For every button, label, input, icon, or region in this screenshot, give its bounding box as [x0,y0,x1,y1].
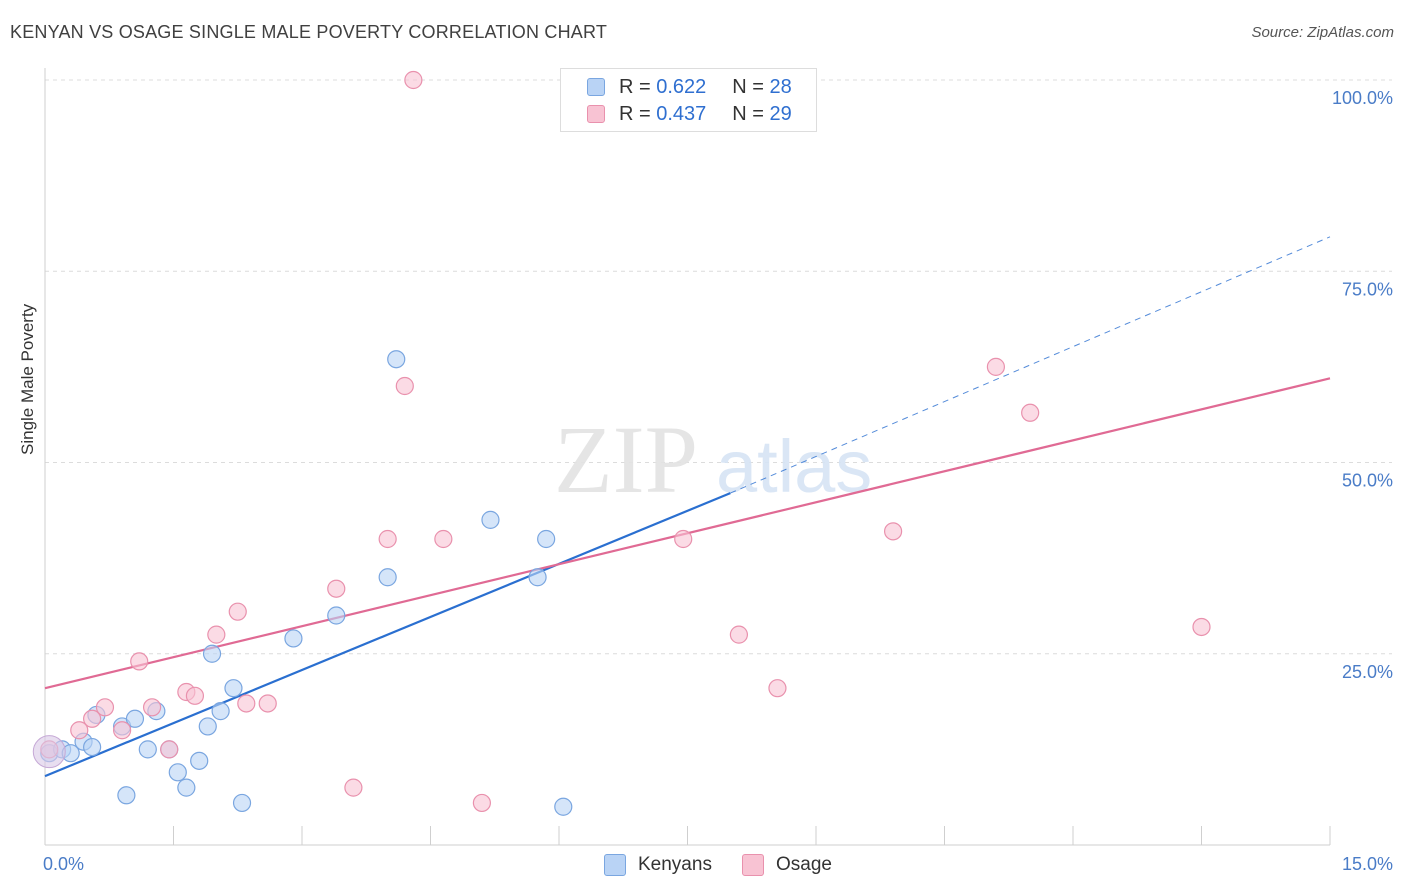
osage-point [207,625,226,644]
osage-r-value: 0.437 [656,102,707,125]
legend-kenyans-swatch [604,854,626,876]
osage-point [258,694,277,713]
kenyans-point [117,786,136,805]
x-tick-label-min: 0.0% [43,854,84,874]
kenyans-point [125,709,145,728]
kenyans-swatch [587,78,605,96]
osage-n-value: 29 [769,102,792,125]
osage-point [404,70,423,90]
osage-point [185,686,205,705]
y-tick-label: 50.0% [1342,471,1393,491]
legend-row-osage: R = 0.437 N = 29 [587,101,792,127]
osage-point [883,522,903,541]
osage-point [130,652,149,671]
gridlines [45,79,1392,655]
osage-swatch [587,105,605,123]
x-tick-label-max: 15.0% [1342,854,1393,874]
overlap-cluster-point [32,735,66,769]
legend-item-osage[interactable]: Osage [742,852,832,878]
kenyans-point [232,793,252,813]
data-points [32,70,1211,816]
y-tick-label: 75.0% [1342,279,1393,299]
kenyans-trend-extension [730,236,1331,494]
kenyans-r-value: 0.622 [656,75,707,98]
osage-point [729,625,749,644]
kenyans-point [177,778,196,797]
osage-point [768,679,787,698]
osage-r-label: R = [619,102,657,125]
kenyans-point [202,644,222,663]
kenyans-point [190,751,209,770]
kenyans-point [224,679,243,698]
osage-point [395,376,414,396]
y-tick-label: 25.0% [1342,662,1393,682]
osage-point [142,698,162,717]
kenyans-point [138,740,157,759]
osage-point [237,694,256,713]
kenyans-n-value: 28 [769,75,792,98]
legend-osage-swatch [742,854,764,876]
kenyans-point [481,510,500,529]
osage-point [160,740,179,759]
kenyans-n-label: N = [732,75,770,98]
osage-point [986,357,1006,376]
kenyans-point [83,737,102,757]
osage-point [378,529,397,549]
kenyans-point [211,702,230,721]
kenyans-point [198,717,217,736]
kenyans-point [537,529,556,549]
kenyans-point [327,606,346,625]
osage-point [1192,617,1211,637]
osage-point [472,793,491,813]
kenyans-r-label: R = [619,75,657,98]
watermark-zip: ZIP [554,406,698,513]
osage-point [327,579,346,598]
kenyans-point [284,629,303,648]
kenyans-trend-line [44,492,731,778]
osage-point [344,778,363,797]
osage-point [228,602,247,621]
osage-point [83,709,102,728]
stats-legend: R = 0.622 N = 28 R = 0.437 N = 29 [560,68,817,132]
legend-osage-label: Osage [776,854,832,875]
osage-point [674,529,693,549]
source-label: Source: ZipAtlas.com [1251,24,1394,41]
osage-point [95,698,115,717]
osage-point [1021,403,1040,422]
axes [44,68,1331,846]
osage-point [112,721,132,740]
kenyans-point [378,568,397,587]
osage-n-label: N = [732,102,770,125]
kenyans-point [168,763,187,782]
legend-kenyans-label: Kenyans [638,854,712,875]
osage-point [70,721,89,740]
y-tick-label: 100.0% [1332,88,1393,108]
watermark-atlas: atlas [716,425,872,508]
chart-title: KENYAN VS OSAGE SINGLE MALE POVERTY CORR… [10,22,608,42]
kenyans-point [387,350,406,369]
kenyans-point [554,797,573,816]
legend-item-kenyans[interactable]: Kenyans [604,852,712,878]
legend-row-kenyans: R = 0.622 N = 28 [587,74,792,100]
watermark: ZIP atlas [554,406,872,513]
kenyans-point [528,568,547,587]
tick-labels: 25.0% 50.0% 75.0% 100.0% 0.0% 15.0% [43,88,1393,874]
osage-point [434,529,453,549]
